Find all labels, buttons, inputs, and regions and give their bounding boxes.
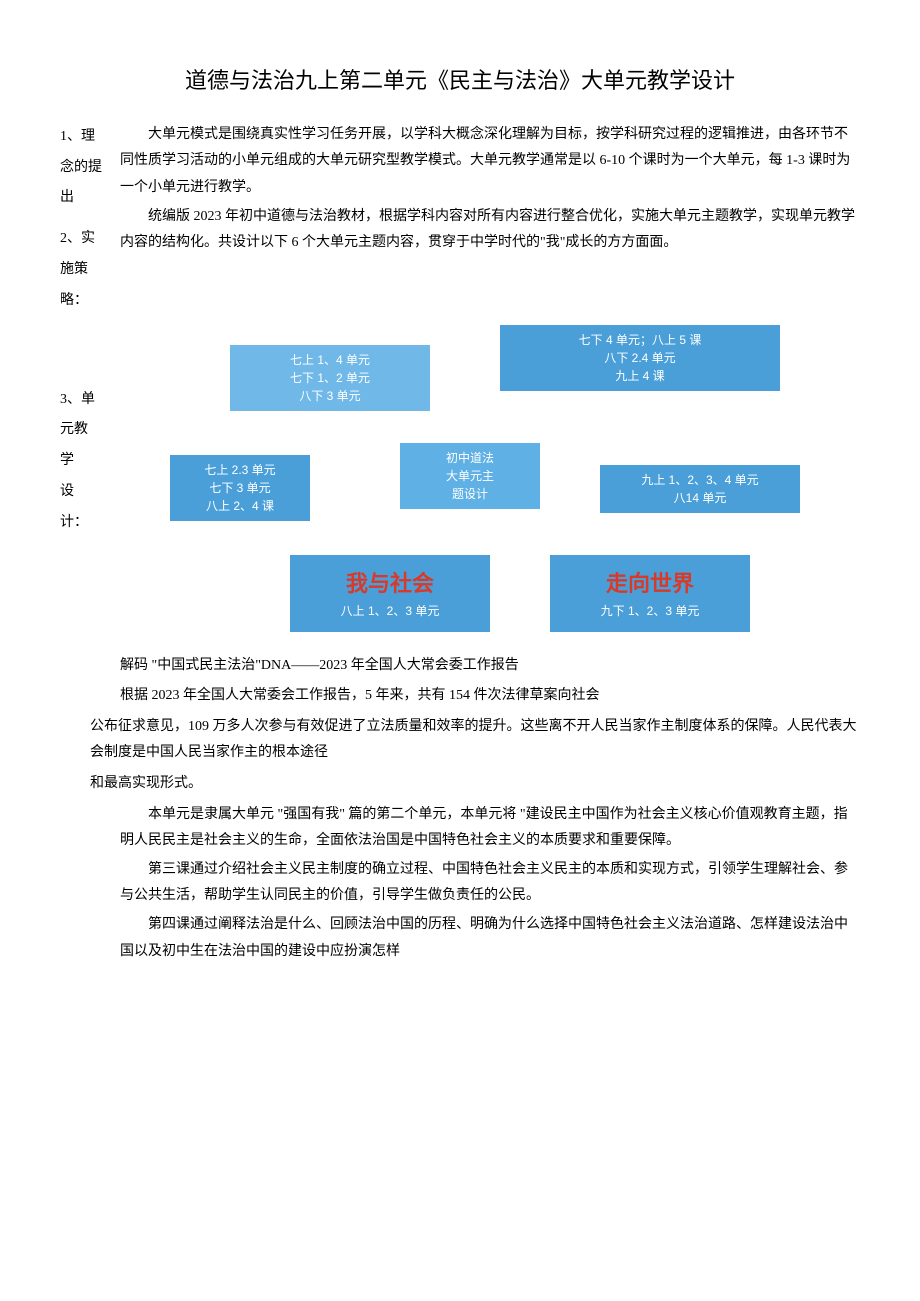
d-tl3: 八下 3 单元 (238, 387, 422, 405)
d-tr1: 七下 4 单元；八上 5 课 (508, 331, 772, 349)
d-c2: 大单元主 (408, 467, 532, 485)
para-7: 本单元是隶属大单元 "强国有我" 篇的第二个单元，本单元将 "建设民主中国作为社… (120, 802, 860, 855)
d-bl-big: 我与社会 (298, 567, 482, 600)
side-3b: 元教学 (60, 415, 100, 477)
body-block-2: 解码 "中国式民主法治"DNA——2023 年全国人大常会委工作报告 根据 20… (60, 653, 860, 966)
side-1b: 念的提 (60, 153, 120, 184)
side-3a: 3、单 (60, 385, 100, 416)
side-2a: 2、实 (60, 224, 120, 255)
para-5: 公布征求意见，109 万多人次参与有效促进了立法质量和效率的提升。这些离不开人民… (90, 714, 860, 767)
side-1a: 1、理 (60, 122, 120, 153)
d-tr3: 九上 4 课 (508, 367, 772, 385)
side-label-1: 1、理 念的提 出 2、实 施策 略： (60, 122, 120, 317)
d-bl-sub: 八上 1、2、3 单元 (341, 604, 440, 618)
d-c1: 初中道法 (408, 449, 532, 467)
d-ra2: 八14 单元 (608, 489, 792, 507)
d-tl1: 七上 1、4 单元 (238, 351, 422, 369)
body-block-1: 大单元模式是围绕真实性学习任务开展，以学科大概念深化理解为目标，按学科研究过程的… (120, 122, 860, 259)
side-1c: 出 (60, 183, 120, 214)
diagram-center: 初中道法 大单元主 题设计 (400, 443, 540, 509)
d-tr2: 八下 2.4 单元 (508, 349, 772, 367)
diagram-top-right: 七下 4 单元；八上 5 课 八下 2.4 单元 九上 4 课 (500, 325, 780, 391)
page-title: 道德与法治九上第二单元《民主与法治》大单元教学设计 (60, 60, 860, 102)
diagram-right: 九上 1、2、3、4 单元 八14 单元 (600, 465, 800, 513)
d-br-sub: 九下 1、2、3 单元 (601, 604, 700, 618)
diagram-bottom-left: 我与社会 八上 1、2、3 单元 (290, 555, 490, 632)
side-2c: 略： (60, 286, 120, 317)
para-4: 根据 2023 年全国人大常委会工作报告，5 年来，共有 154 件次法律草案向… (120, 683, 860, 710)
diagram-bottom-right: 走向世界 九下 1、2、3 单元 (550, 555, 750, 632)
para-9: 第四课通过阐释法治是什么、回顾法治中国的历程、明确为什么选择中国特色社会主义法治… (120, 912, 860, 965)
side-2b: 施策 (60, 255, 120, 286)
diagram-top-left: 七上 1、4 单元 七下 1、2 单元 八下 3 单元 (230, 345, 430, 411)
d-c3: 题设计 (408, 485, 532, 503)
diagram-left: 七上 2.3 单元 七下 3 单元 八上 2、4 课 (170, 455, 310, 521)
para-3: 解码 "中国式民主法治"DNA——2023 年全国人大常会委工作报告 (120, 653, 860, 680)
side-3c: 设 (60, 477, 100, 508)
d-la3: 八上 2、4 课 (178, 497, 302, 515)
unit-diagram: 3、单 元教学 设 计： 七上 1、4 单元 七下 1、2 单元 八下 3 单元… (100, 325, 860, 645)
d-tl2: 七下 1、2 单元 (238, 369, 422, 387)
para-2: 统编版 2023 年初中道德与法治教材，根据学科内容对所有内容进行整合优化，实施… (120, 204, 860, 257)
side-3d: 计： (60, 508, 100, 539)
section-1: 1、理 念的提 出 2、实 施策 略： 大单元模式是围绕真实性学习任务开展，以学… (60, 122, 860, 317)
para-6: 和最高实现形式。 (90, 771, 860, 798)
d-la1: 七上 2.3 单元 (178, 461, 302, 479)
d-ra1: 九上 1、2、3、4 单元 (608, 471, 792, 489)
para-8: 第三课通过介绍社会主义民主制度的确立过程、中国特色社会主义民主的本质和实现方式，… (120, 857, 860, 910)
para-1: 大单元模式是围绕真实性学习任务开展，以学科大概念深化理解为目标，按学科研究过程的… (120, 122, 860, 202)
d-la2: 七下 3 单元 (178, 479, 302, 497)
d-br-big: 走向世界 (558, 567, 742, 600)
side-label-3: 3、单 元教学 设 计： (60, 385, 100, 539)
